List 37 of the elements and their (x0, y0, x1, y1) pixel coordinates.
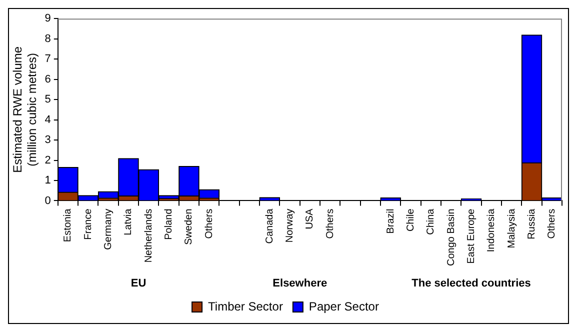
legend-label: Paper Sector (308, 299, 379, 314)
y-tick-label: 6 (44, 73, 51, 86)
text: EU (130, 278, 146, 290)
y-tick-label: 2 (44, 154, 51, 166)
x-tick-label: Norway (284, 208, 296, 243)
y-tick-label: 8 (44, 32, 51, 45)
x-tick-label: Others (204, 208, 215, 239)
x-tick-label: Congo Basin (446, 208, 457, 266)
x-tick-label: Canada (264, 208, 276, 244)
text: Elsewhere (272, 278, 328, 290)
y-tick-label: 9 (44, 12, 51, 25)
x-tick-label: East Europe (466, 208, 478, 264)
x-tick-label: France (82, 208, 94, 240)
y-tick-label: 1 (44, 174, 51, 187)
y-tick-label: 5 (44, 94, 51, 106)
x-tick-label: Chile (406, 208, 417, 232)
y-tick-label: 4 (44, 114, 51, 126)
x-tick-label: Latvia (123, 208, 134, 236)
legend-label: Timber Sector (208, 299, 283, 314)
y-axis-title: Estimated RWE volume (million cubic metres) (10, 46, 39, 173)
x-tick-label: Brazil (385, 208, 396, 234)
x-tick-label: Netherlands (143, 208, 154, 263)
x-tick-label: Germany (103, 208, 114, 250)
x-tick-label: Indonesia (486, 208, 498, 252)
y-tick-label: 3 (44, 134, 51, 146)
y-tick-label: 0 (44, 194, 51, 207)
x-tick-label: Estonia (62, 208, 74, 242)
x-tick-label: Others (324, 208, 336, 239)
x-tick-label: Poland (164, 208, 175, 240)
x-tick-label: China (426, 208, 437, 235)
x-tick-label: Sweden (184, 208, 195, 245)
x-tick-label: Malaysia (506, 208, 518, 248)
y-tick-label: 7 (44, 53, 51, 66)
x-tick-label: USA (304, 208, 316, 230)
x-tick-label: Russia (526, 208, 538, 240)
text: The selected countries (412, 278, 531, 290)
x-tick-label: Others (546, 208, 558, 239)
